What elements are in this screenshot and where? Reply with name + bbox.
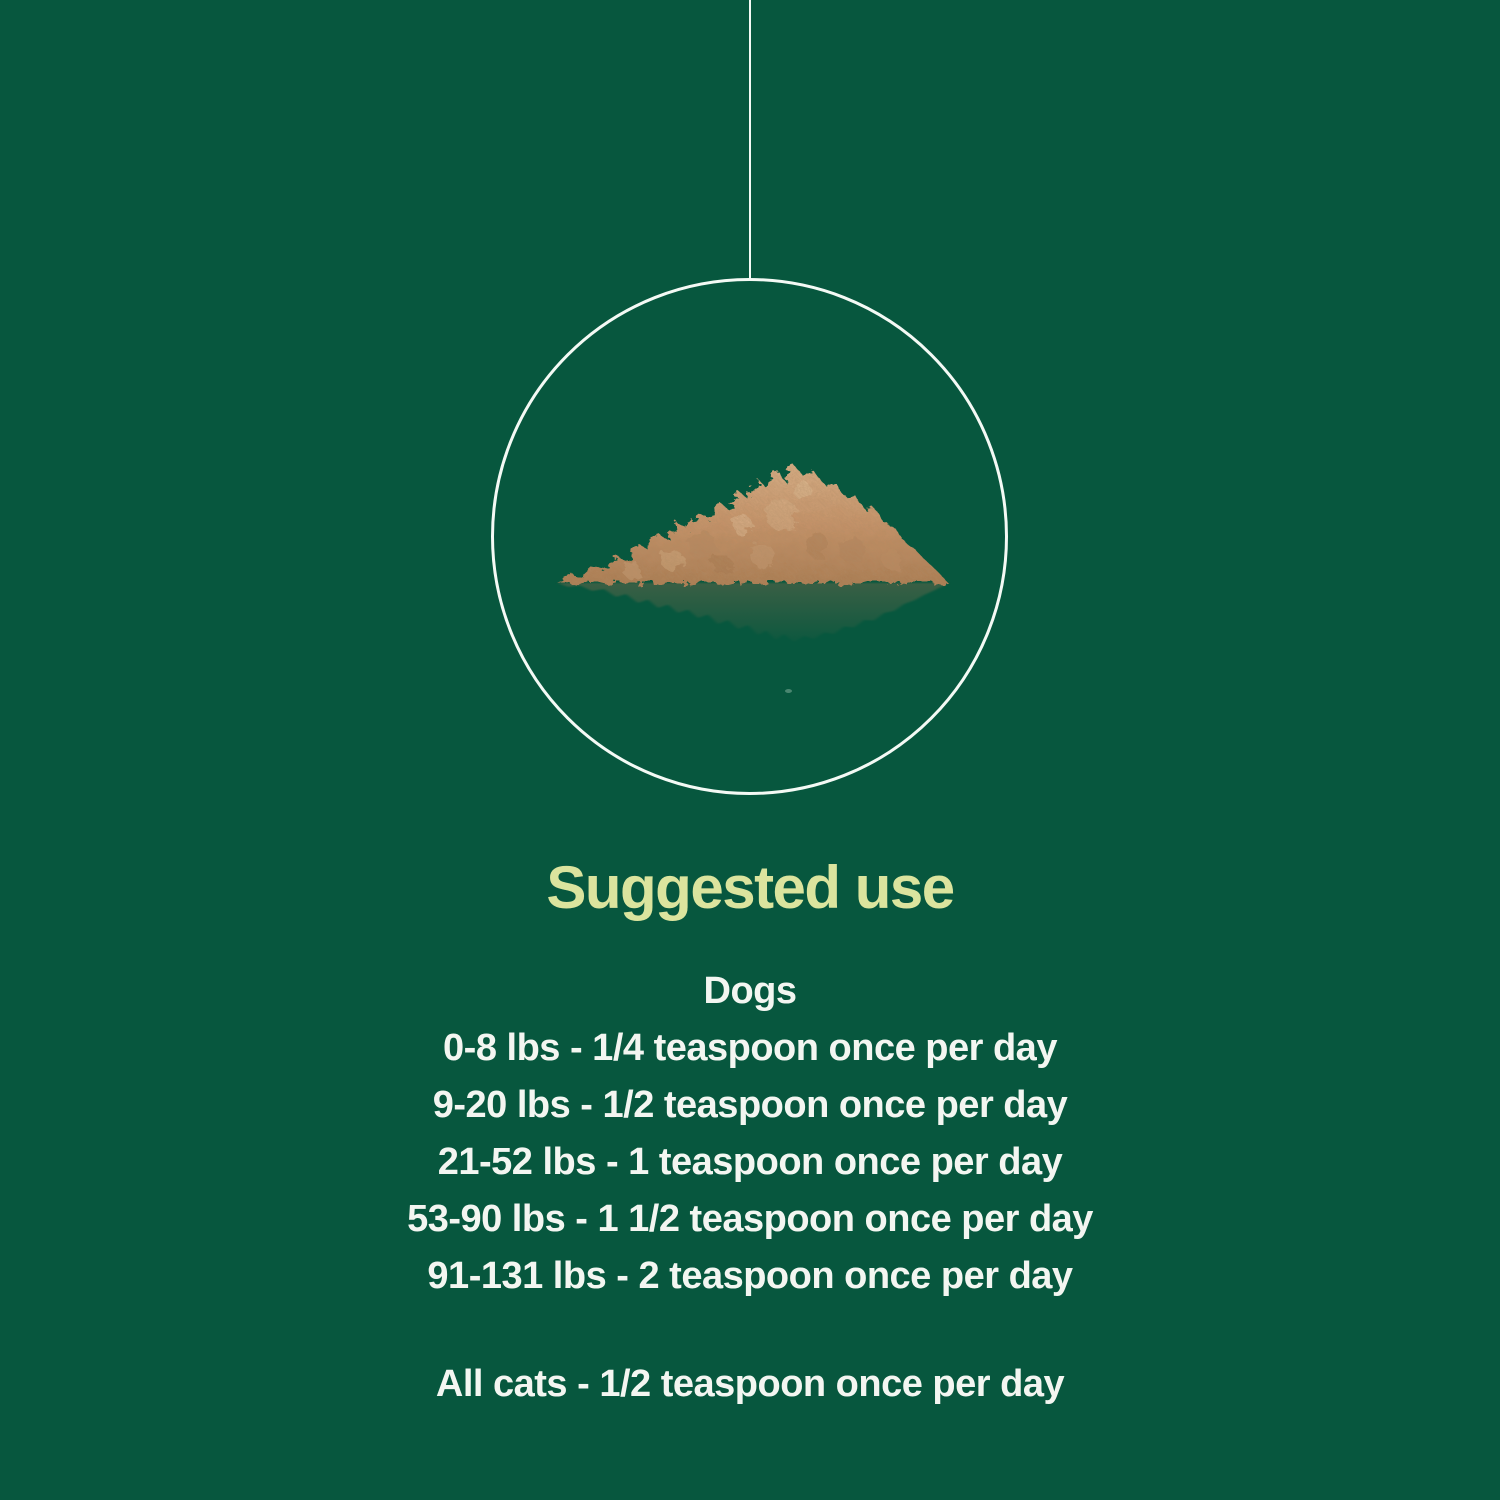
hanging-line <box>749 0 751 279</box>
section-heading: Suggested use <box>546 854 955 921</box>
dog-dose-line-4: 53-90 lbs - 1 1/2 teaspoon once per day <box>407 1198 1093 1240</box>
cats-dose-line: All cats - 1/2 teaspoon once per day <box>435 1363 1065 1405</box>
dog-dose-line-3: 21-52 lbs - 1 teaspoon once per day <box>437 1141 1063 1183</box>
dust-speck <box>785 689 792 693</box>
dosing-instructions: Dogs 0-8 lbs - 1/4 teaspoon once per day… <box>0 963 1500 1413</box>
dogs-header: Dogs <box>703 970 798 1012</box>
dog-dose-line-5: 91-131 lbs - 2 teaspoon once per day <box>427 1255 1073 1297</box>
powder-circle-frame <box>491 278 1008 795</box>
dog-dose-line-1: 0-8 lbs - 1/4 teaspoon once per day <box>443 1027 1057 1069</box>
dog-dose-line-2: 9-20 lbs - 1/2 teaspoon once per day <box>432 1084 1068 1126</box>
powder-pile-image <box>552 465 952 670</box>
